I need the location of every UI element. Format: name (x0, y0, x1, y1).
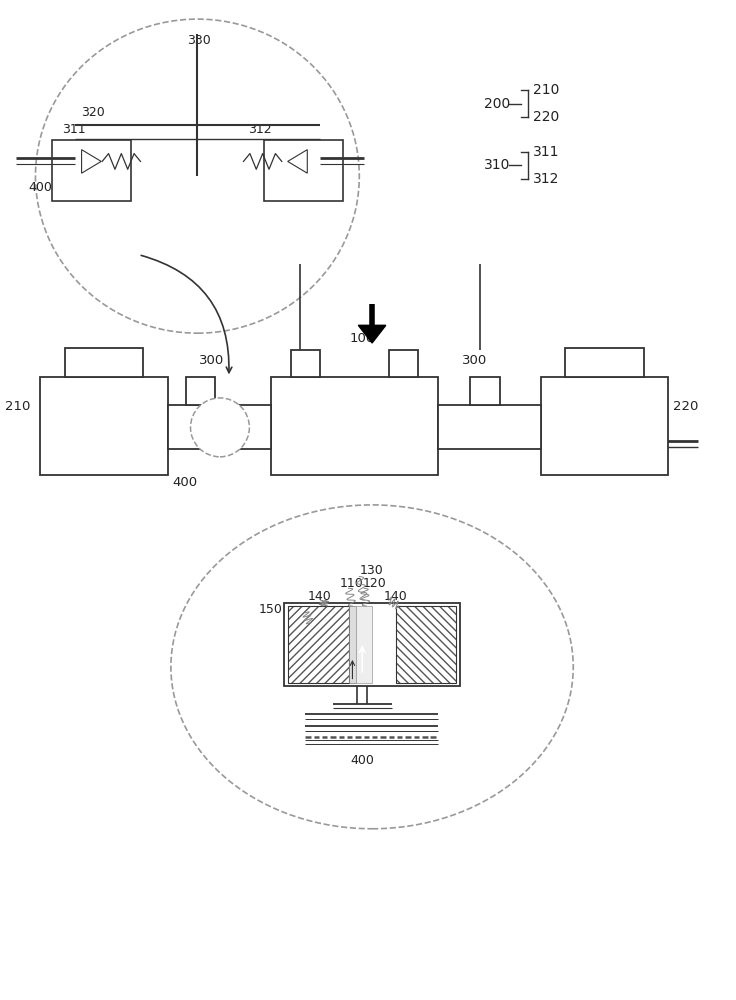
Bar (40, 377, 168, 475)
Text: 400: 400 (29, 181, 52, 194)
Bar (65, 348, 144, 377)
Text: 400: 400 (350, 754, 374, 767)
Polygon shape (358, 325, 386, 343)
Bar (284, 603, 461, 686)
Bar (264, 140, 343, 201)
Text: 210: 210 (533, 83, 559, 97)
Text: 100: 100 (350, 332, 375, 345)
Text: 400: 400 (303, 181, 328, 194)
Text: 310: 310 (484, 158, 510, 172)
Polygon shape (288, 150, 308, 173)
Bar (470, 377, 500, 405)
Text: 200: 200 (484, 97, 510, 111)
Text: 311: 311 (533, 145, 559, 159)
Text: 140: 140 (384, 590, 408, 603)
Bar (288, 606, 349, 683)
Bar (288, 606, 349, 683)
Bar (185, 377, 215, 405)
Text: 140: 140 (308, 590, 331, 603)
Text: 312: 312 (533, 172, 559, 186)
Text: 220: 220 (673, 400, 698, 413)
Text: 110: 110 (340, 577, 364, 590)
Text: 150: 150 (258, 603, 282, 616)
Bar (541, 377, 668, 475)
Bar (168, 405, 271, 449)
Bar (356, 606, 372, 683)
Bar (438, 405, 541, 449)
Bar (349, 606, 356, 683)
Text: 320: 320 (82, 106, 105, 119)
Text: 300: 300 (199, 354, 224, 367)
Bar (396, 606, 456, 683)
Text: 130: 130 (359, 564, 383, 577)
Bar (565, 348, 644, 377)
Ellipse shape (35, 19, 359, 333)
Text: 330: 330 (188, 34, 211, 47)
Ellipse shape (171, 505, 573, 829)
Text: 311: 311 (62, 123, 85, 136)
Polygon shape (82, 150, 102, 173)
Text: 300: 300 (462, 354, 488, 367)
Text: 210: 210 (5, 400, 30, 413)
Bar (389, 350, 418, 377)
Bar (271, 377, 438, 475)
Text: 120: 120 (362, 577, 386, 590)
Text: 220: 220 (533, 110, 559, 124)
Bar (52, 140, 131, 201)
Bar (291, 350, 320, 377)
Circle shape (191, 398, 250, 457)
Bar (396, 606, 456, 683)
Text: 400: 400 (173, 476, 198, 489)
Text: 312: 312 (249, 123, 272, 136)
